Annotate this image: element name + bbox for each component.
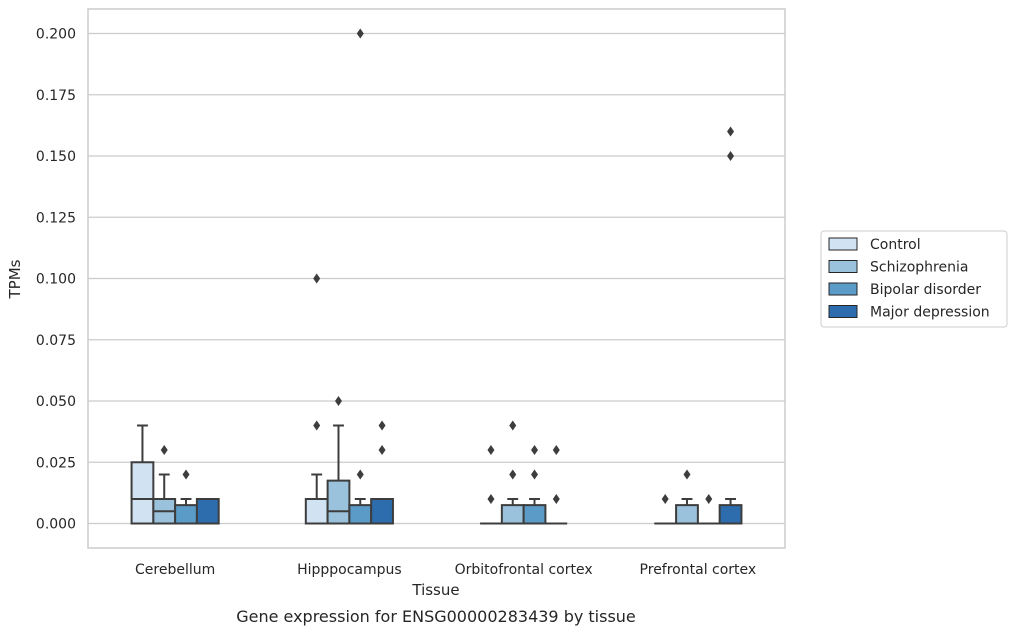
y-tick-label: 0.000 bbox=[36, 517, 76, 533]
x-tick-label: Hipppocampus bbox=[297, 562, 402, 578]
box-element bbox=[654, 494, 677, 525]
outlier-point bbox=[160, 445, 168, 455]
box-iqr bbox=[348, 504, 373, 525]
box-iqr bbox=[718, 504, 743, 525]
box-element bbox=[304, 273, 329, 525]
outlier-point bbox=[552, 494, 560, 504]
x-axis-label: Tissue bbox=[411, 581, 459, 599]
outlier-point bbox=[182, 469, 190, 480]
outlier-point bbox=[378, 445, 386, 455]
boxes bbox=[130, 28, 743, 525]
box-iqr bbox=[675, 504, 699, 525]
outlier-point bbox=[531, 445, 539, 455]
outlier-point bbox=[334, 396, 342, 406]
outlier-point bbox=[509, 469, 517, 480]
box-iqr bbox=[304, 498, 329, 525]
y-tick-label: 0.050 bbox=[36, 394, 76, 410]
legend-swatch bbox=[828, 282, 858, 296]
x-tick-label: Orbitofrontal cortex bbox=[455, 562, 593, 578]
outlier-point bbox=[661, 494, 669, 504]
legend-label: Major depression bbox=[870, 305, 990, 321]
y-tick-label: 0.075 bbox=[36, 333, 76, 349]
outlier-point bbox=[531, 469, 539, 480]
box-iqr bbox=[130, 461, 155, 525]
outlier-point bbox=[509, 420, 517, 431]
outlier-point bbox=[313, 273, 321, 284]
x-axis-ticks: Cerebellum Hipppocampus Orbitofrontal cort… bbox=[135, 562, 756, 578]
outlier-point bbox=[552, 445, 560, 455]
y-tick-label: 0.150 bbox=[36, 149, 76, 165]
box-element bbox=[370, 420, 394, 525]
box-element bbox=[152, 445, 177, 525]
y-tick-label: 0.025 bbox=[36, 455, 76, 471]
outlier-point bbox=[356, 28, 364, 39]
y-axis-ticks: 0.000 0.025 0.050 0.075 0.100 0.125 0.150 0.175… bbox=[36, 27, 76, 533]
outlier-point bbox=[727, 151, 735, 161]
chart-caption: Gene expression for ENSG00000283439 by t… bbox=[236, 607, 636, 626]
y-tick-label: 0.175 bbox=[36, 88, 76, 104]
legend-swatch bbox=[828, 305, 858, 318]
box-element bbox=[675, 469, 699, 525]
box-element bbox=[195, 498, 220, 525]
box-iqr bbox=[500, 504, 525, 525]
box-iqr bbox=[195, 498, 220, 525]
box-element bbox=[522, 445, 547, 525]
box-iqr bbox=[522, 504, 547, 525]
box-element bbox=[545, 445, 568, 525]
y-tick-label: 0.200 bbox=[36, 27, 76, 43]
legend-label: Bipolar disorder bbox=[870, 282, 981, 298]
outlier-point bbox=[487, 494, 495, 504]
box-element bbox=[718, 126, 743, 525]
y-tick-label: 0.125 bbox=[36, 210, 76, 226]
x-tick-label: Prefrontal cortex bbox=[640, 562, 757, 578]
box-element bbox=[130, 424, 155, 525]
legend-label: Schizophrenia bbox=[870, 260, 968, 276]
plot-frame bbox=[87, 8, 786, 549]
y-tick-label: 0.100 bbox=[36, 272, 76, 288]
legend-swatch bbox=[828, 260, 858, 273]
box-element bbox=[348, 28, 373, 525]
box-element bbox=[697, 494, 720, 525]
outlier-point bbox=[378, 420, 386, 431]
y-axis-label: TPMs bbox=[6, 259, 24, 299]
legend: Control Schizophrenia Bipolar disorder Majo… bbox=[820, 230, 1008, 328]
outlier-point bbox=[683, 469, 691, 480]
outlier-point bbox=[313, 420, 321, 431]
box-iqr bbox=[174, 504, 198, 525]
box-element bbox=[480, 445, 502, 525]
box-iqr bbox=[326, 479, 351, 525]
outlier-point bbox=[487, 445, 495, 455]
outlier-point bbox=[356, 469, 364, 480]
legend-items: Control Schizophrenia Bipolar disorder Majo… bbox=[828, 237, 990, 321]
x-tick-label: Cerebellum bbox=[135, 562, 215, 578]
legend-frame bbox=[820, 230, 1008, 328]
box-element bbox=[326, 396, 351, 525]
legend-swatch bbox=[828, 237, 858, 251]
outlier-point bbox=[727, 126, 735, 137]
outlier-point bbox=[705, 494, 713, 504]
box-element bbox=[174, 469, 198, 525]
legend-label: Control bbox=[870, 237, 921, 253]
box-iqr bbox=[370, 498, 394, 525]
